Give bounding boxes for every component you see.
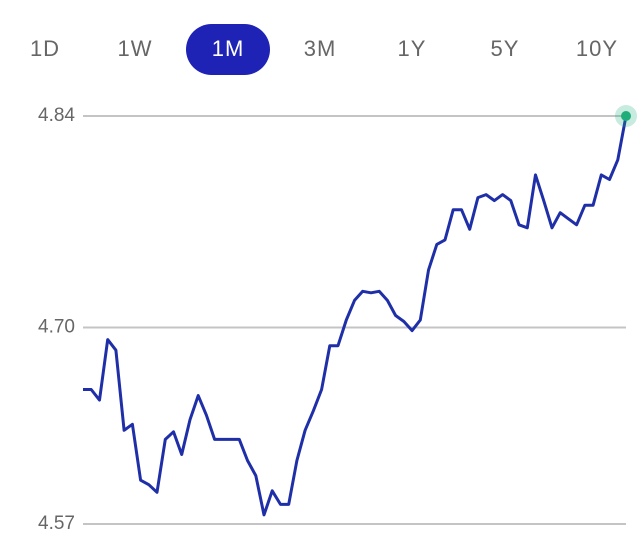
tab[interactable]: 1W — [118, 36, 153, 61]
tab[interactable]: 1Y — [398, 36, 427, 61]
y-tick-label: 4.84 — [38, 105, 75, 126]
tab[interactable]: 5Y — [491, 36, 520, 61]
tab[interactable]: 1D — [30, 36, 60, 61]
tab[interactable]: 1M — [212, 36, 245, 61]
active-tab-pill — [186, 24, 270, 75]
end-marker — [621, 111, 631, 121]
price-line — [83, 115, 628, 517]
y-tick-label: 4.70 — [38, 317, 75, 338]
tab[interactable]: 10Y — [576, 36, 618, 61]
tab[interactable]: 3M — [304, 36, 337, 61]
y-tick-label: 4.57 — [38, 513, 75, 534]
